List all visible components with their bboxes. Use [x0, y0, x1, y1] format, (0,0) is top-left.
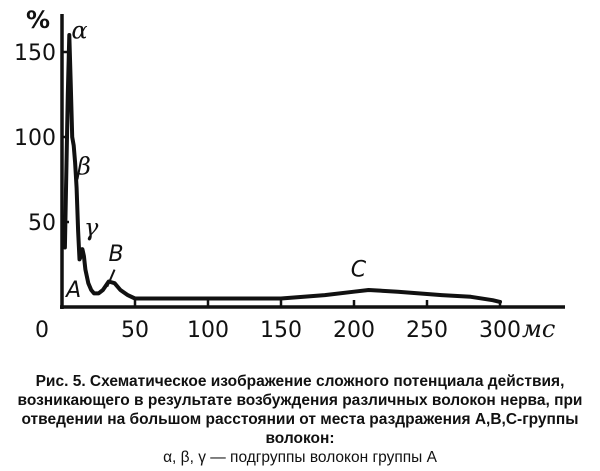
x-tick-label: 250: [406, 318, 448, 343]
x-tick-label: 50: [121, 318, 149, 343]
axes: [60, 14, 565, 309]
caption-line-1: Рис. 5. Схематическое изображение сложно…: [35, 373, 565, 390]
annotation-label: B: [108, 242, 123, 267]
annotation-label: C: [351, 257, 367, 282]
caption-line-4: волокон:: [265, 430, 335, 447]
annotation-label: A: [64, 278, 81, 303]
annotations: α β γ A B C: [64, 16, 367, 302]
x-tick-label: 200: [333, 318, 375, 343]
annotation-label: β: [76, 152, 91, 180]
caption-line-2: возникающего в результате возбуждения ра…: [17, 392, 583, 409]
y-tick-label: 50: [28, 211, 56, 236]
annotation-leader: [106, 269, 116, 287]
x-tick-label: 300: [479, 318, 521, 343]
series-line: [62, 33, 502, 304]
series: [62, 33, 502, 304]
caption-line-3: отведении на большом расстоянии от места…: [21, 411, 579, 428]
y-axis-label: %: [26, 6, 50, 34]
potential-chart: 0 50 100 150 200 250 300 50 100 150 α β γ A B C % мс: [14, 6, 565, 343]
tick-labels: 0 50 100 150 200 250 300 50 100 150: [14, 41, 521, 343]
annotation-label: γ: [84, 214, 99, 242]
y-tick-label: 100: [14, 126, 56, 151]
annotation-label: α: [71, 16, 87, 44]
x-tick-label: 150: [260, 318, 302, 343]
x-tick-label: 100: [187, 318, 229, 343]
caption-line-5: α, β, γ — подгруппы волокон группы А: [163, 449, 437, 466]
x-tick-label: 0: [35, 318, 49, 343]
y-tick-label: 150: [14, 41, 56, 66]
figure-caption: Рис. 5. Схематическое изображение сложно…: [10, 372, 590, 467]
x-axis-label: мс: [522, 315, 555, 343]
